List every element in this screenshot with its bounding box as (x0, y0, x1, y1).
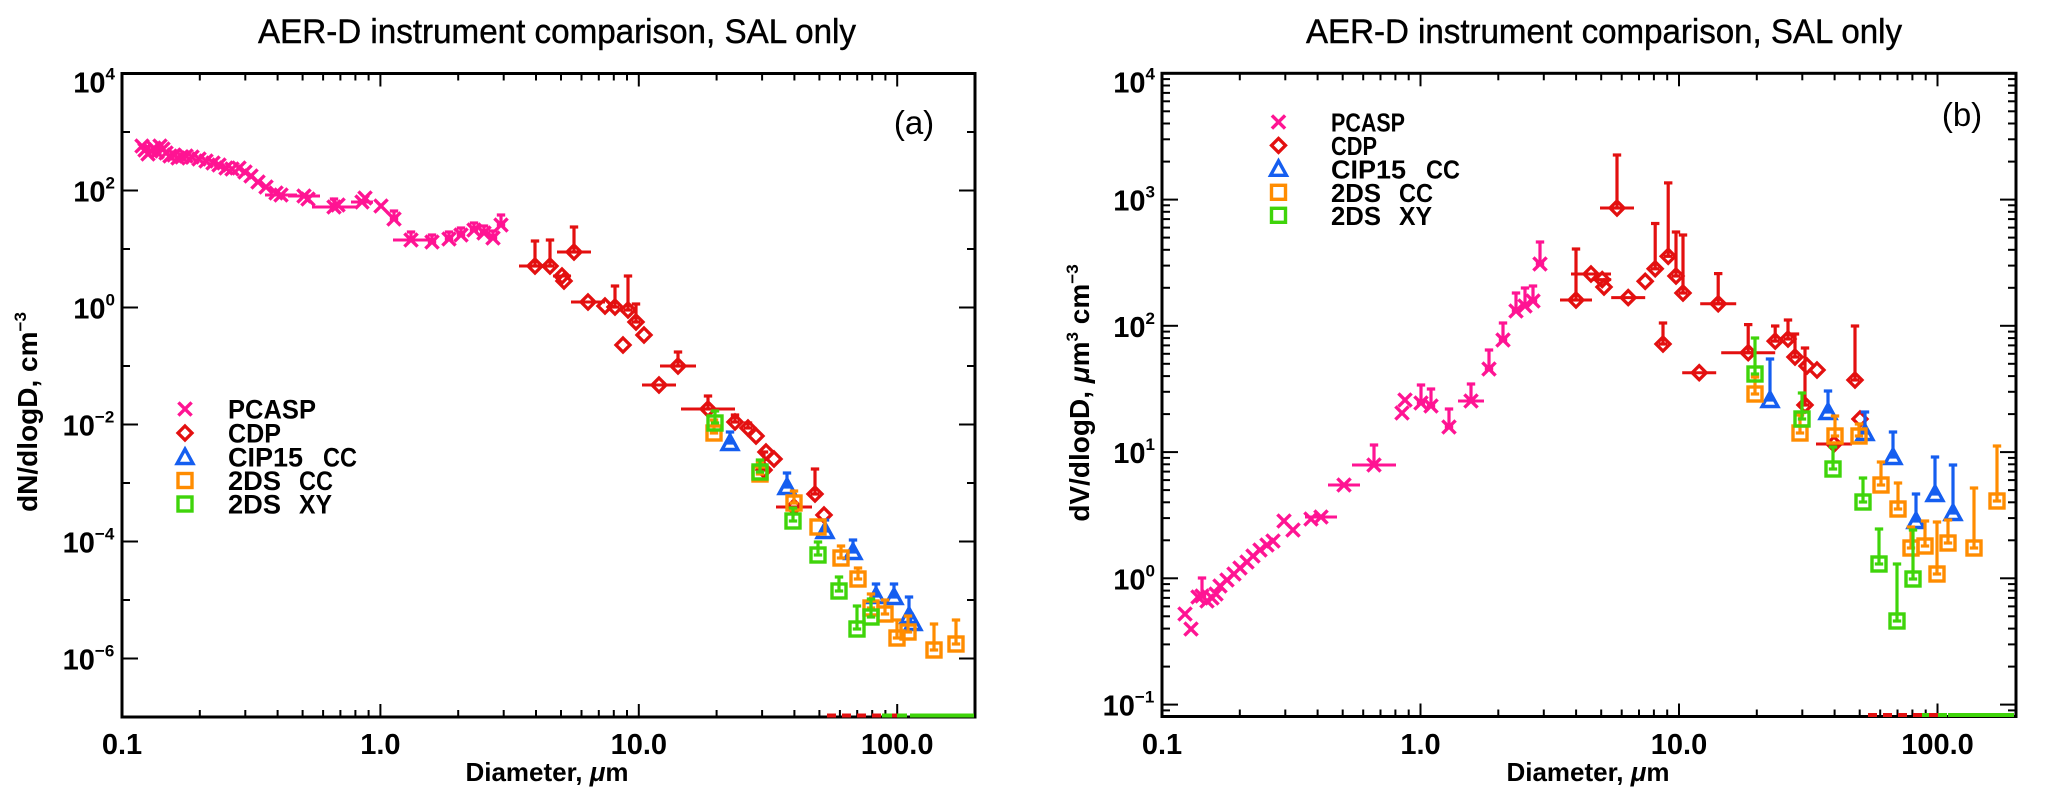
svg-text:10: 10 (1103, 691, 1135, 723)
svg-text:(b): (b) (1942, 96, 1982, 133)
svg-text:1.0: 1.0 (360, 729, 400, 761)
svg-text:10: 10 (1113, 564, 1145, 596)
svg-text:0: 0 (105, 291, 114, 310)
svg-text:CC: CC (1399, 178, 1433, 208)
svg-text:dV/dlogD, μm3 cm−3: dV/dlogD, μm3 cm−3 (1063, 264, 1095, 521)
svg-text:10: 10 (1113, 186, 1145, 218)
svg-text:XY: XY (299, 490, 332, 520)
svg-text:(a): (a) (894, 104, 934, 141)
svg-text:Diameter, μm: Diameter, μm (466, 757, 629, 787)
svg-text:4: 4 (105, 65, 115, 84)
svg-text:PCASP: PCASP (1331, 108, 1405, 138)
svg-text:2DS: 2DS (228, 466, 281, 496)
svg-text:PCASP: PCASP (228, 395, 316, 425)
svg-text:3: 3 (1145, 183, 1154, 202)
svg-text:100.0: 100.0 (1901, 729, 1974, 761)
svg-text:2DS: 2DS (228, 490, 281, 520)
svg-text:10.0: 10.0 (1651, 729, 1707, 761)
svg-text:10: 10 (63, 645, 95, 677)
svg-text:CDP: CDP (228, 419, 281, 449)
svg-text:1.0: 1.0 (1400, 729, 1440, 761)
svg-text:10: 10 (1113, 312, 1145, 344)
svg-text:0.1: 0.1 (102, 729, 142, 761)
svg-text:CC: CC (323, 443, 357, 473)
svg-text:100.0: 100.0 (861, 729, 934, 761)
svg-text:10: 10 (73, 177, 105, 209)
svg-text:10: 10 (73, 68, 105, 100)
svg-text:10: 10 (63, 528, 95, 560)
svg-text:1: 1 (1145, 435, 1154, 454)
svg-text:10: 10 (1113, 438, 1145, 470)
svg-text:4: 4 (1145, 64, 1155, 83)
svg-text:2DS: 2DS (1331, 201, 1381, 231)
svg-text:10: 10 (73, 294, 105, 326)
svg-text:AER-D instrument comparison, S: AER-D instrument comparison, SAL only (1306, 13, 1902, 51)
svg-text:AER-D instrument comparison, S: AER-D instrument comparison, SAL only (258, 13, 856, 51)
svg-text:dN/dlogD, cm−3: dN/dlogD, cm−3 (11, 312, 43, 512)
svg-text:−6: −6 (95, 642, 114, 661)
svg-text:2DS: 2DS (1331, 178, 1381, 208)
svg-text:−2: −2 (95, 408, 114, 427)
svg-text:−1: −1 (1135, 688, 1154, 707)
svg-text:0.1: 0.1 (1142, 729, 1182, 761)
svg-text:10.0: 10.0 (611, 729, 667, 761)
svg-text:XY: XY (1399, 201, 1432, 231)
svg-text:CIP15: CIP15 (1331, 154, 1406, 184)
svg-text:2: 2 (105, 174, 114, 193)
svg-text:Diameter, μm: Diameter, μm (1507, 757, 1670, 787)
svg-text:0: 0 (1145, 561, 1154, 580)
svg-text:2: 2 (1145, 309, 1154, 328)
svg-text:10: 10 (1113, 67, 1145, 99)
svg-text:−4: −4 (95, 525, 115, 544)
svg-text:CIP15: CIP15 (228, 443, 303, 473)
svg-text:CC: CC (299, 466, 333, 496)
svg-text:10: 10 (63, 411, 95, 443)
svg-text:CC: CC (1426, 154, 1460, 184)
svg-text:CDP: CDP (1331, 131, 1377, 161)
